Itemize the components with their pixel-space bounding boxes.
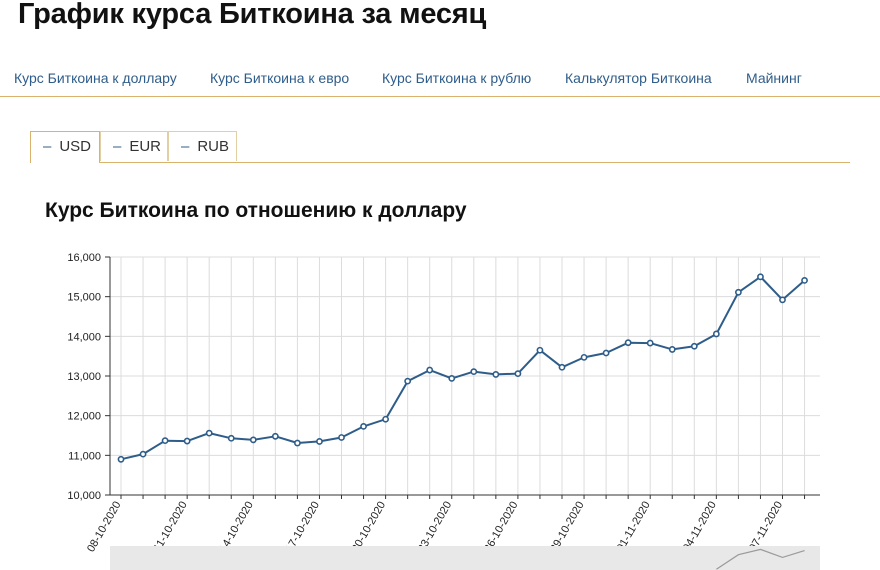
data-point[interactable] bbox=[338, 434, 345, 441]
data-point[interactable] bbox=[470, 368, 478, 376]
tab-rub[interactable]: – RUB bbox=[168, 131, 237, 161]
navigator-series-line bbox=[716, 548, 805, 570]
data-point[interactable] bbox=[139, 450, 147, 458]
data-point[interactable] bbox=[161, 437, 169, 445]
data-point[interactable] bbox=[205, 429, 213, 437]
price-series-line bbox=[120, 275, 806, 461]
data-point[interactable] bbox=[668, 346, 676, 353]
data-point[interactable] bbox=[382, 415, 389, 423]
bitcoin-price-line-chart: 10,000 11,000 12,000 13,000 14,000 15,000 16,0… bbox=[67, 252, 820, 570]
data-point[interactable] bbox=[735, 288, 742, 296]
top-navigation: Курс Биткоина к доллару Курс Биткоина к … bbox=[0, 58, 880, 97]
data-point[interactable] bbox=[492, 371, 500, 378]
data-point[interactable] bbox=[757, 273, 764, 281]
data-point[interactable] bbox=[117, 455, 125, 463]
x-tick-label: 04-11-2020 bbox=[681, 500, 719, 554]
tab-label: EUR bbox=[129, 138, 162, 155]
data-point[interactable] bbox=[316, 438, 323, 445]
tab-label: RUB bbox=[197, 138, 230, 155]
y-tick-label: 13,000 bbox=[67, 371, 101, 383]
data-point[interactable] bbox=[624, 339, 632, 347]
tab-dash-icon: – bbox=[43, 138, 52, 155]
data-point[interactable] bbox=[779, 296, 786, 304]
data-point[interactable] bbox=[558, 363, 566, 371]
nav-item-calculator[interactable]: Калькулятор Биткоина bbox=[565, 70, 712, 86]
navigator-bar[interactable] bbox=[110, 546, 820, 570]
nav-item-usd[interactable]: Курс Биткоина к доллару bbox=[14, 70, 177, 86]
tab-dash-icon: – bbox=[181, 138, 190, 155]
x-tick-label: 07-11-2020 bbox=[747, 500, 785, 554]
y-tick-label: 16,000 bbox=[67, 252, 101, 264]
data-point[interactable] bbox=[646, 339, 654, 347]
data-point[interactable] bbox=[360, 422, 367, 430]
currency-tabs: – USD – EUR – RUB bbox=[30, 131, 850, 163]
data-point[interactable] bbox=[426, 366, 434, 374]
nav-item-eur[interactable]: Курс Биткоина к евро bbox=[210, 70, 350, 86]
tab-dash-icon: – bbox=[113, 138, 122, 155]
data-point[interactable] bbox=[448, 374, 456, 382]
data-point[interactable] bbox=[183, 437, 191, 445]
y-tick-label: 14,000 bbox=[67, 331, 101, 343]
tab-usd[interactable]: – USD bbox=[30, 131, 100, 163]
data-point[interactable] bbox=[514, 370, 522, 378]
data-point[interactable] bbox=[293, 439, 301, 447]
y-tick-label: 15,000 bbox=[67, 292, 101, 304]
data-point[interactable] bbox=[580, 353, 588, 361]
data-point[interactable] bbox=[227, 434, 235, 442]
tab-label: USD bbox=[59, 138, 92, 155]
data-point[interactable] bbox=[536, 346, 544, 354]
nav-item-mining[interactable]: Майнинг bbox=[746, 70, 802, 86]
y-tick-label: 12,000 bbox=[67, 411, 101, 423]
nav-item-rub[interactable]: Курс Биткоина к рублю bbox=[382, 70, 532, 86]
data-point[interactable] bbox=[690, 342, 698, 350]
data-point[interactable] bbox=[404, 377, 412, 385]
y-tick-label: 11,000 bbox=[68, 450, 101, 462]
x-tick-label: 01-11-2020 bbox=[615, 500, 653, 554]
chart-title: Курс Биткоина по отношению к доллару bbox=[45, 199, 467, 222]
x-tick-label: 11-10-2020 bbox=[152, 500, 190, 554]
data-point[interactable] bbox=[801, 277, 808, 284]
data-point[interactable] bbox=[271, 432, 279, 440]
data-point[interactable] bbox=[249, 436, 257, 444]
page-title: График курса Биткоина за месяц bbox=[18, 0, 487, 30]
data-point[interactable] bbox=[712, 330, 720, 338]
tab-eur[interactable]: – EUR bbox=[100, 131, 168, 161]
data-point[interactable] bbox=[602, 349, 610, 357]
y-tick-label: 10,000 bbox=[67, 490, 101, 502]
